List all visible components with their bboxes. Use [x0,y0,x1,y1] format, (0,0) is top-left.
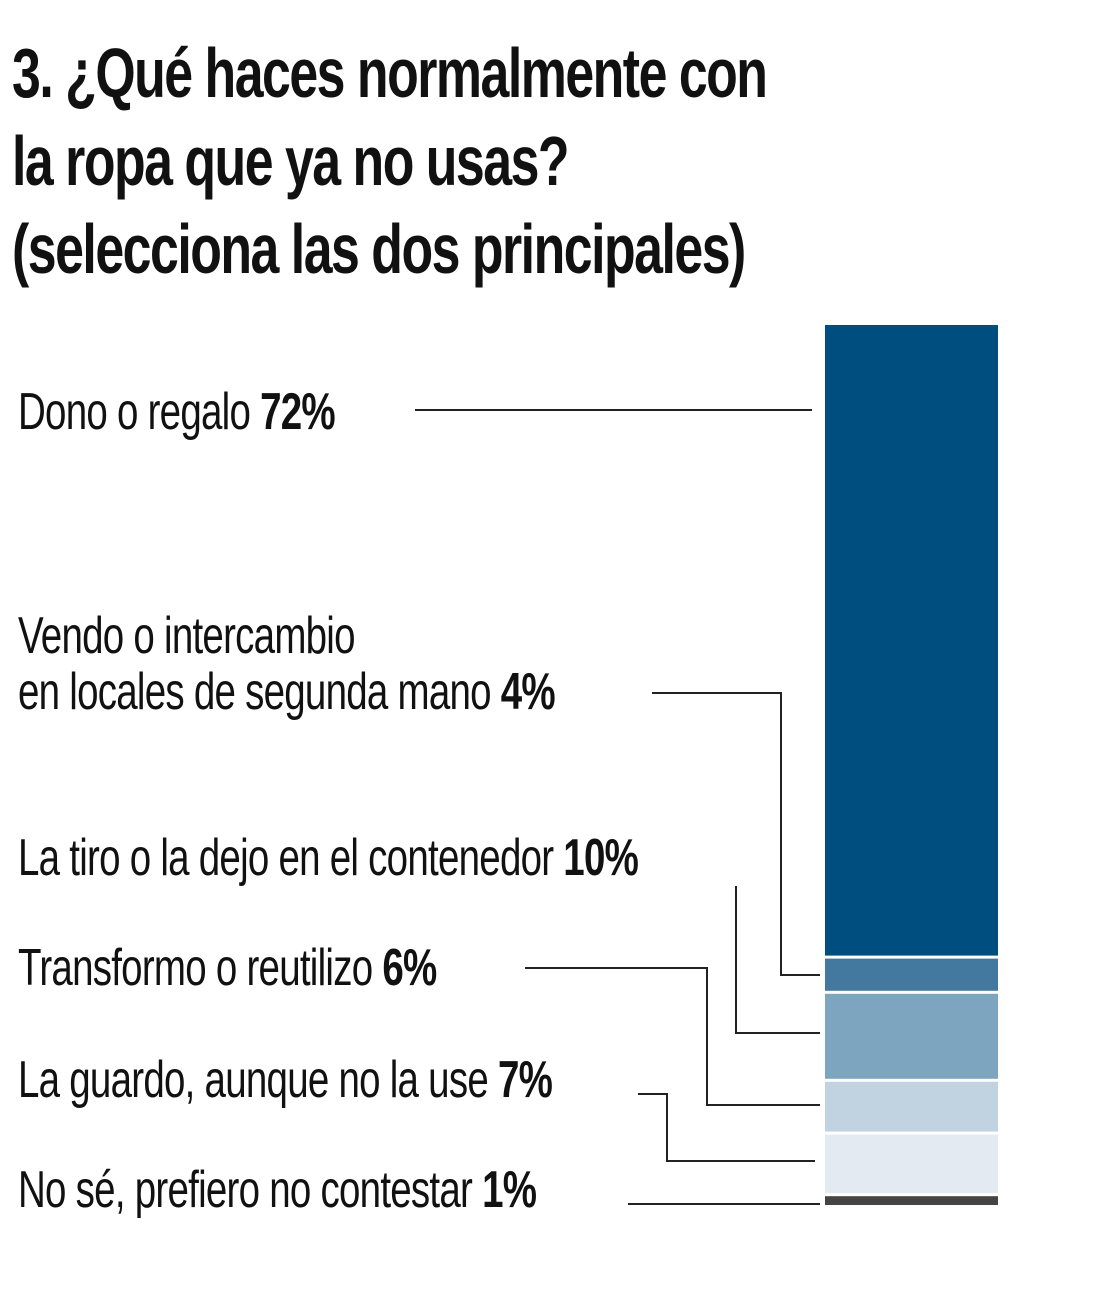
bar-segment-2 [825,993,998,1079]
chart-title-line-3: (selecciona las dos principales) [12,210,746,288]
label-vendo-line1: Vendo o intercambio [18,607,356,665]
bar-segment-0 [825,325,998,956]
leader-line [652,692,820,976]
leader-line [525,967,820,1106]
leader-line [735,886,820,1034]
bar-segment-4 [825,1134,998,1194]
label-no-se: No sé, prefiero no contestar 1% [18,1161,537,1219]
label-tiro: La tiro o la dejo en el contenedor 10% [18,829,639,887]
value-label: 10% [563,829,639,887]
bar-segment-5 [825,1196,998,1205]
value-label: 6% [382,939,437,997]
bar-segment-3 [825,1081,998,1132]
value-label: 1% [482,1161,537,1219]
bar-segment-1 [825,958,998,991]
label-dono: Dono o regalo 72% [18,383,336,441]
leader-line [638,1093,815,1162]
label-transformo: Transformo o reutilizo 6% [18,939,437,997]
chart-title-line-1: 3. ¿Qué haces normalmente con [12,34,768,112]
value-label: 7% [497,1051,553,1109]
label-vendo: en locales de segunda mano 4% [18,663,556,721]
value-label: 72% [260,383,336,441]
label-guardo: La guardo, aunque no la use 7% [18,1051,553,1109]
chart-title-line-2: la ropa que ya no usas? [12,122,570,200]
value-label: 4% [500,663,556,721]
